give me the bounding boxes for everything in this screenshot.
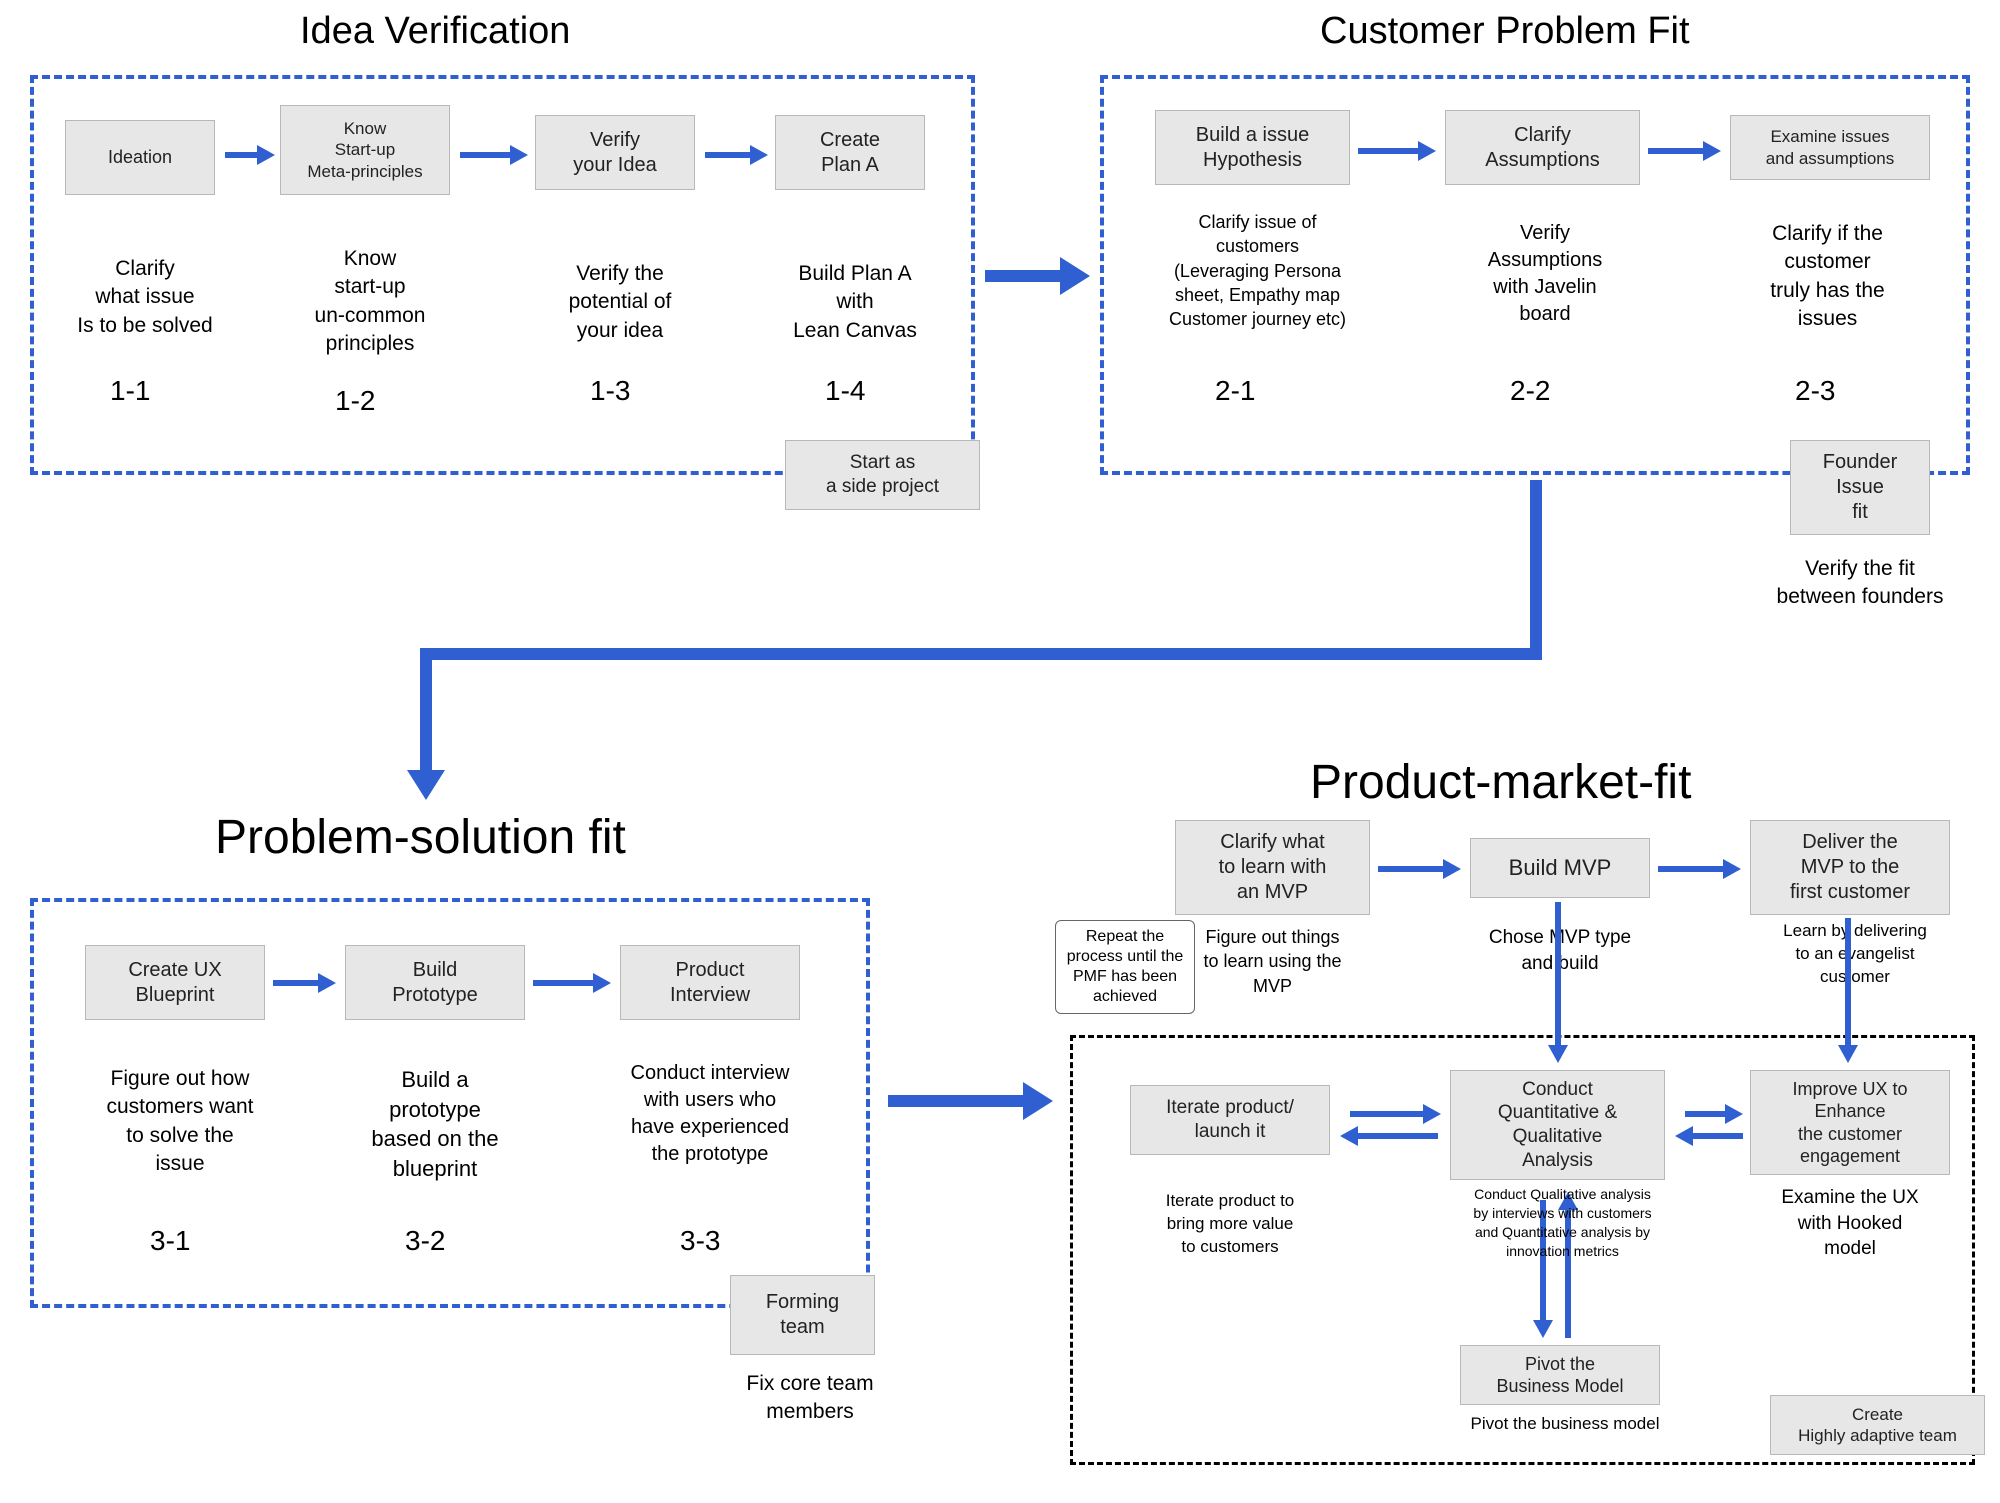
desc-1-3: Verify the potential of your idea [520,260,720,345]
desc-iterate: Iterate product to bring more value to c… [1120,1190,1340,1259]
desc-deliver-mvp: Learn by delivering to an evangelist cus… [1740,920,1970,989]
title-idea-verification: Idea Verification [300,10,570,53]
node-forming-team: Forming team [730,1275,875,1355]
desc-pivot: Pivot the business model [1440,1413,1690,1436]
node-examine-issues: Examine issues and assumptions [1730,115,1930,180]
num-2-2: 2-2 [1510,375,1550,407]
desc-3-3: Conduct interview with users who have ex… [600,1060,820,1168]
num-3-3: 3-3 [680,1225,720,1257]
node-verify-idea: Verify your Idea [535,115,695,190]
desc-improve: Examine the UX with Hooked model [1740,1185,1960,1262]
node-clarify-mvp: Clarify what to learn with an MVP [1175,820,1370,915]
node-conduct-analysis: Conduct Quantitative & Qualitative Analy… [1450,1070,1665,1180]
node-build-prototype: Build Prototype [345,945,525,1020]
desc-analysis: Conduct Qualitative analysis by intervie… [1430,1185,1695,1261]
title-problem-solution-fit: Problem-solution fit [215,810,626,865]
desc-2-2: Verify Assumptions with Javelin board [1445,220,1645,328]
num-3-1: 3-1 [150,1225,190,1257]
node-create-plan-a: Create Plan A [775,115,925,190]
desc-founder-fit: Verify the fit between founders [1740,555,1980,612]
num-1-4: 1-4 [825,375,865,407]
desc-1-1: Clarify what issue Is to be solved [50,255,240,340]
node-ux-blueprint: Create UX Blueprint [85,945,265,1020]
node-pivot-model: Pivot the Business Model [1460,1345,1660,1405]
node-side-project: Start as a side project [785,440,980,510]
node-adaptive-team: Create Highly adaptive team [1770,1395,1985,1455]
desc-1-2: Know start-up un-common principles [270,245,470,358]
num-2-1: 2-1 [1215,375,1255,407]
flowchart-stage: Idea Verification Customer Problem Fit P… [0,0,2000,1503]
num-3-2: 3-2 [405,1225,445,1257]
node-ideation: Ideation [65,120,215,195]
title-customer-problem-fit: Customer Problem Fit [1320,10,1690,53]
node-build-hypothesis: Build a issue Hypothesis [1155,110,1350,185]
bubble-repeat-pmf: Repeat the process until the PMF has bee… [1055,920,1195,1014]
num-1-3: 1-3 [590,375,630,407]
desc-3-2: Build a prototype based on the blueprint [330,1065,540,1184]
desc-clarify-mvp: Figure out things to learn using the MVP [1165,925,1380,998]
desc-3-1: Figure out how customers want to solve t… [75,1065,285,1178]
node-build-mvp: Build MVP [1470,838,1650,898]
node-clarify-assumptions: Clarify Assumptions [1445,110,1640,185]
node-deliver-mvp: Deliver the MVP to the first customer [1750,820,1950,915]
node-product-interview: Product Interview [620,945,800,1020]
title-product-market-fit: Product-market-fit [1310,755,1691,810]
num-1-1: 1-1 [110,375,150,407]
desc-2-1: Clarify issue of customers (Leveraging P… [1135,210,1380,331]
num-2-3: 2-3 [1795,375,1835,407]
node-iterate-product: Iterate product/ launch it [1130,1085,1330,1155]
desc-1-4: Build Plan A with Lean Canvas [755,260,955,345]
num-1-2: 1-2 [335,385,375,417]
node-know-principles: Know Start-up Meta-principles [280,105,450,195]
desc-2-3: Clarify if the customer truly has the is… [1720,220,1935,333]
node-founder-fit: Founder Issue fit [1790,440,1930,535]
desc-forming-team: Fix core team members [710,1370,910,1427]
node-improve-ux: Improve UX to Enhance the customer engag… [1750,1070,1950,1175]
